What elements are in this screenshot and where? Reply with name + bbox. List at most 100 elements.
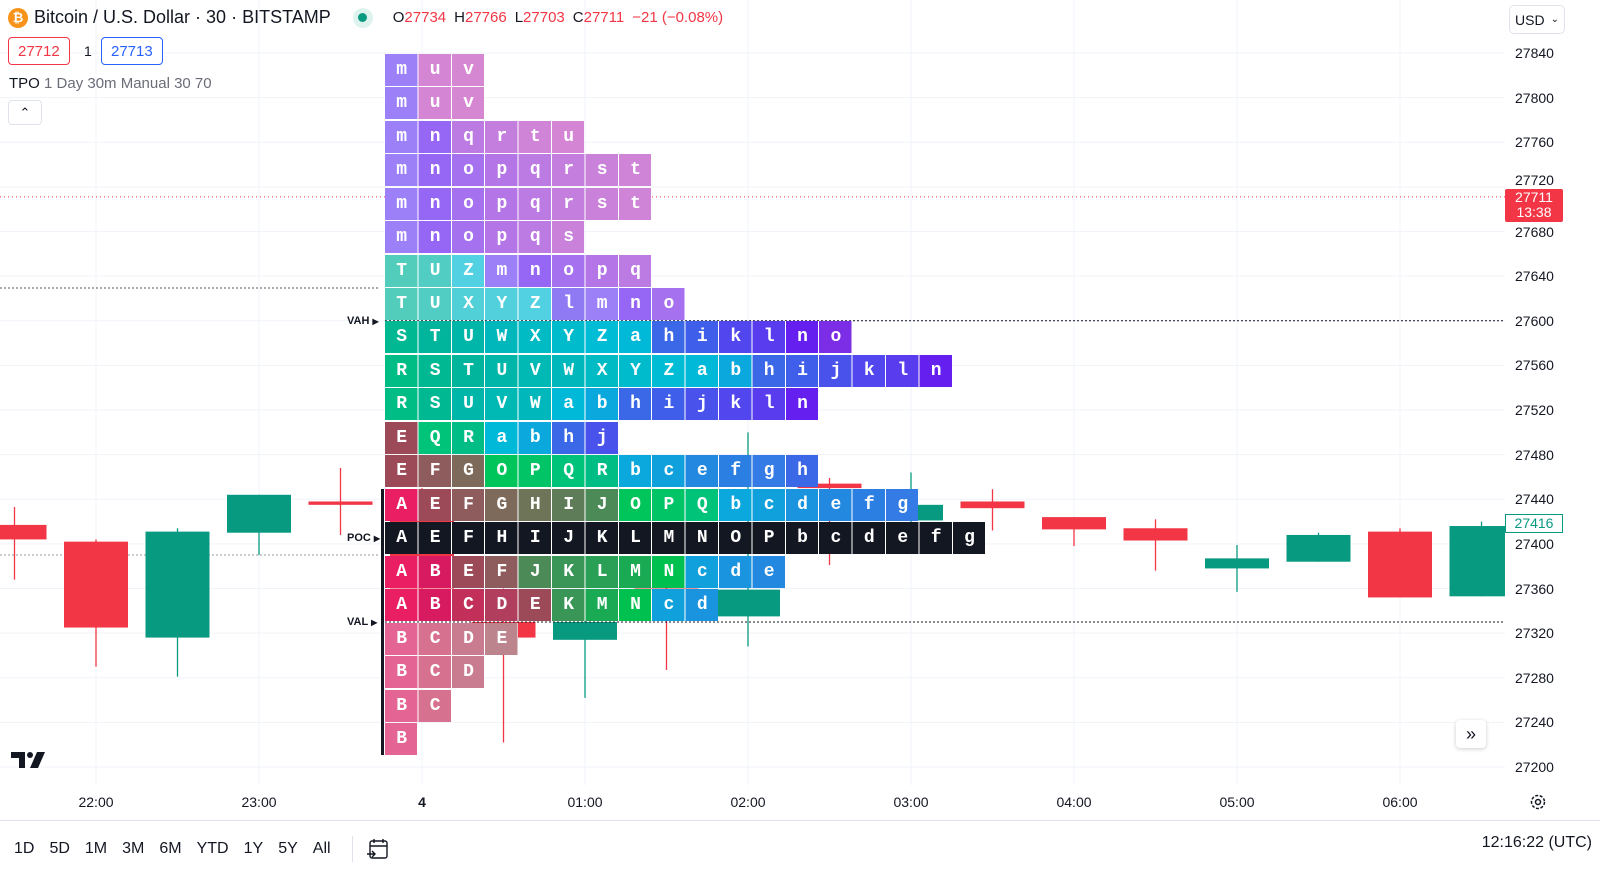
tpo-row: ABCDEKMNcd — [385, 589, 718, 622]
buy-button[interactable]: 27713 — [101, 37, 163, 65]
tpo-row: RSTUVWXYZabhijkln — [385, 354, 952, 387]
range-button-ytd[interactable]: YTD — [196, 840, 229, 857]
tpo-row: muv — [385, 53, 485, 86]
spread-value: 1 — [84, 43, 92, 59]
open-value: 27734 — [404, 9, 447, 26]
tpo-row: EFGOPQRbcefgh — [385, 455, 819, 488]
price-tick-label: 27720 — [1515, 171, 1554, 188]
tpo-row: BCD — [385, 656, 485, 689]
clock[interactable]: 12:16:22 (UTC) — [1481, 834, 1592, 851]
price-tick-label: 27320 — [1515, 625, 1554, 642]
double-chevron-right-icon: » — [1465, 723, 1476, 744]
candle-down — [0, 524, 47, 540]
price-tick-label: 27440 — [1515, 491, 1554, 508]
triangle-right-icon: ▶ — [373, 534, 381, 544]
range-button-1m[interactable]: 1M — [84, 840, 108, 857]
tpo-row: TUXYZlmno — [385, 288, 685, 321]
sell-button[interactable]: 27712 — [8, 37, 70, 65]
candle-down — [64, 541, 128, 628]
time-tick-label: 03:00 — [893, 794, 929, 810]
candle-up — [145, 531, 210, 638]
time-tick-label: 4 — [418, 794, 426, 810]
last-price-label: 27416 — [1505, 514, 1563, 533]
candle-down — [1123, 528, 1188, 541]
current-price-label: 27711 13:38 — [1505, 189, 1563, 222]
tpo-row: STUWXYZahiklno — [385, 321, 852, 354]
price-tick-label: 27200 — [1515, 759, 1554, 775]
val-label: VAL ▶ — [347, 615, 378, 628]
price-tick-label: 27480 — [1515, 446, 1554, 463]
time-tick-label: 02:00 — [730, 794, 766, 810]
time-tick-label: 05:00 — [1219, 794, 1255, 810]
price-tick-label: 27280 — [1515, 669, 1554, 686]
price-tick-label: 27640 — [1515, 268, 1554, 285]
tpo-row: B — [385, 723, 418, 756]
candle-down — [960, 501, 1025, 509]
close-value: 27711 — [583, 9, 625, 26]
price-tick-label: 27400 — [1515, 535, 1554, 552]
indicator-legend[interactable]: TPO 1 Day 30m Manual 30 70 — [9, 75, 212, 92]
high-value: 27766 — [464, 9, 507, 26]
price-tick-label: 27760 — [1515, 134, 1554, 151]
tpo-row: RSUVWabhijkln — [385, 388, 819, 421]
range-button-1d[interactable]: 1D — [14, 840, 35, 857]
candle-up — [716, 589, 780, 617]
time-tick-label: 01:00 — [567, 794, 603, 810]
time-tick-label: 04:00 — [1056, 794, 1092, 810]
price-tick-label: 27560 — [1515, 357, 1554, 374]
range-button-1y[interactable]: 1Y — [243, 840, 264, 857]
price-tick-label: 27520 — [1515, 402, 1554, 418]
symbol-title[interactable]: Bitcoin / U.S. Dollar · 30 · BITSTAMP — [34, 7, 331, 27]
tpo-row: ABEFJKLMNcde — [385, 555, 785, 588]
tpo-row: mnopqs — [385, 221, 585, 254]
candle-up — [553, 621, 617, 640]
tpo-row: mnqrtu — [385, 120, 585, 153]
tpo-row-poc: AEFHIJKLMNOPbcdefg — [385, 522, 986, 555]
time-tick-label: 23:00 — [241, 794, 277, 810]
initial-balance-bar — [381, 488, 384, 756]
collapse-legend-button[interactable]: ⌃ — [8, 100, 42, 125]
tpo-row: mnopqrst — [385, 187, 652, 220]
price-tick-label: 27600 — [1515, 312, 1554, 329]
chevron-down-icon: ⌄ — [1550, 14, 1559, 25]
price-tick-label: 27840 — [1515, 45, 1554, 61]
calendar-goto-icon[interactable] — [365, 836, 391, 862]
tpo-row: EQRabhj — [385, 421, 618, 454]
chart-plot-area[interactable]: muvmuvmnqrtumnopqrstmnopqrstmnopqsTUZmno… — [0, 0, 1505, 785]
time-tick-label: 06:00 — [1382, 794, 1418, 810]
candle-down — [308, 501, 373, 505]
candle-down — [797, 483, 862, 489]
range-button-all[interactable]: All — [312, 840, 331, 857]
ohlc-values: O27734 H27766 L27703 C27711 −21 (−0.08%) — [392, 9, 724, 26]
candle-up — [227, 494, 291, 533]
tpo-row: BC — [385, 689, 451, 722]
candle-up — [1205, 558, 1269, 569]
range-button-5y[interactable]: 5Y — [278, 840, 298, 857]
candle-down — [1368, 531, 1432, 598]
triangle-right-icon: ▶ — [371, 617, 378, 627]
price-tick-label: 27360 — [1515, 580, 1554, 597]
gear-icon[interactable] — [1528, 792, 1548, 812]
range-button-3m[interactable]: 3M — [122, 840, 145, 857]
tradingview-logo[interactable] — [11, 750, 47, 775]
price-axis[interactable] — [1505, 0, 1600, 785]
market-status-icon[interactable] — [352, 7, 373, 28]
range-button-6m[interactable]: 6M — [159, 840, 182, 857]
bitcoin-icon: ₿ — [8, 7, 28, 28]
poc-label: POC ▶ — [347, 532, 381, 545]
range-button-5d[interactable]: 5D — [49, 840, 70, 857]
triangle-right-icon: ▶ — [372, 316, 379, 326]
price-tick-label: 27800 — [1515, 89, 1554, 106]
tpo-row: TUZmnopq — [385, 254, 652, 287]
tpo-row: AEFGHIJOPQbcdefg — [385, 488, 919, 521]
candle-down — [1042, 517, 1106, 530]
change-value: −21 (−0.08%) — [632, 9, 724, 26]
currency-select[interactable]: USD ⌄ — [1509, 5, 1565, 34]
chevron-up-icon: ⌃ — [19, 104, 31, 120]
scroll-to-realtime-button[interactable]: » — [1456, 720, 1486, 748]
candle-up — [1286, 534, 1351, 562]
symbol-header: ₿ Bitcoin / U.S. Dollar · 30 · BITSTAMP … — [8, 7, 723, 28]
tpo-row: muv — [385, 87, 485, 120]
price-tick-label: 27240 — [1515, 714, 1554, 731]
low-value: 27703 — [523, 9, 565, 26]
